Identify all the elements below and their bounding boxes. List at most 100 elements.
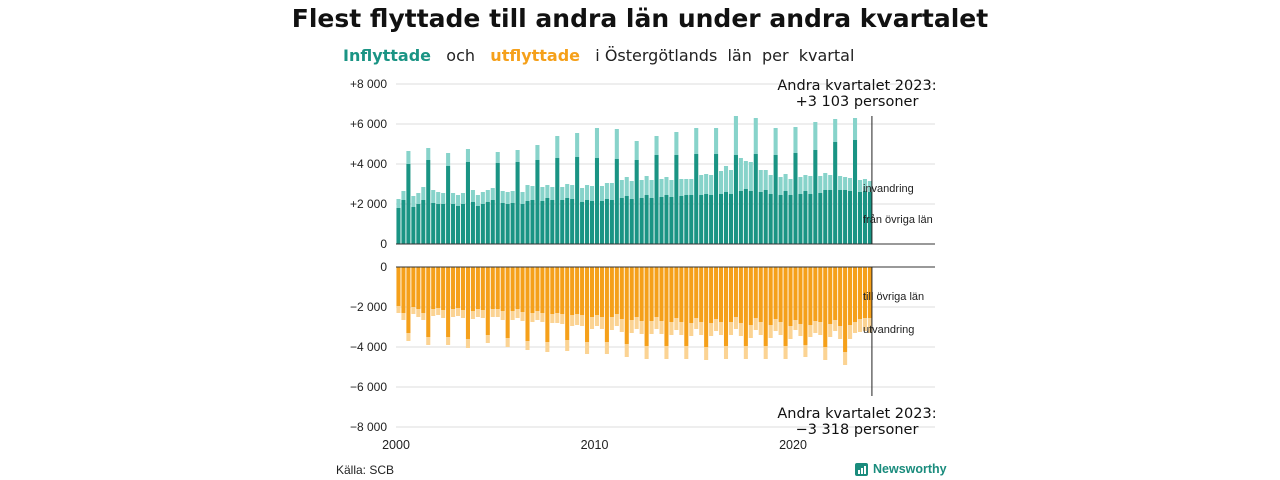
bar-fran-ovriga-lan — [733, 155, 738, 244]
bar-fran-ovriga-lan — [743, 189, 748, 244]
bar-invandring — [738, 158, 743, 191]
bar-fran-ovriga-lan — [589, 201, 595, 244]
bar-till-ovriga-lan — [480, 267, 485, 310]
bar-utvandring — [852, 322, 858, 333]
bar-utvandring — [659, 321, 664, 334]
y-tick-label-lower: −8 000 — [350, 420, 387, 434]
bar-invandring — [609, 183, 614, 200]
bar-fran-ovriga-lan — [619, 198, 624, 244]
bar-fran-ovriga-lan — [857, 192, 863, 244]
bar-till-ovriga-lan — [753, 267, 758, 318]
bar-fran-ovriga-lan — [500, 203, 505, 244]
bar-till-ovriga-lan — [525, 267, 530, 341]
bar-till-ovriga-lan — [624, 267, 629, 344]
bar-utvandring — [783, 346, 788, 359]
bar-utvandring — [510, 311, 515, 320]
bar-utvandring — [813, 321, 818, 333]
bar-invandring — [862, 179, 867, 191]
bar-utvandring — [555, 313, 560, 323]
bar-fran-ovriga-lan — [520, 204, 525, 244]
bar-utvandring — [614, 314, 619, 326]
bar-invandring — [743, 161, 748, 189]
bar-invandring — [480, 192, 485, 204]
bar-invandring — [396, 199, 401, 208]
bar-till-ovriga-lan — [436, 267, 441, 308]
bar-invandring — [758, 170, 763, 192]
bar-till-ovriga-lan — [778, 267, 783, 322]
bar-fran-ovriga-lan — [426, 160, 431, 244]
y-tick-label-lower: 0 — [380, 260, 387, 274]
bar-till-ovriga-lan — [669, 267, 674, 322]
bar-fran-ovriga-lan — [669, 197, 674, 244]
bar-fran-ovriga-lan — [654, 155, 659, 244]
y-tick-label-lower: −2 000 — [350, 300, 387, 314]
bar-fran-ovriga-lan — [475, 206, 480, 244]
y-tick-label-upper: +4 000 — [350, 157, 387, 171]
bar-invandring — [585, 185, 590, 200]
bar-utvandring — [455, 308, 461, 316]
series-label-utvandring: utvandring — [863, 324, 914, 336]
bar-fran-ovriga-lan — [748, 191, 753, 244]
bar-utvandring — [575, 314, 580, 325]
bar-till-ovriga-lan — [714, 267, 719, 319]
bar-till-ovriga-lan — [828, 267, 833, 324]
bar-invandring — [649, 180, 654, 198]
bar-utvandring — [470, 311, 475, 319]
bar-till-ovriga-lan — [570, 267, 575, 315]
bar-invandring — [719, 171, 724, 194]
bar-invandring — [763, 170, 768, 190]
bar-utvandring — [431, 309, 436, 316]
brand-name: Newsworthy — [873, 462, 947, 476]
bar-utvandring — [426, 337, 431, 345]
bar-utvandring — [669, 322, 674, 335]
bar-till-ovriga-lan — [505, 267, 510, 338]
bar-till-ovriga-lan — [798, 267, 803, 324]
bar-till-ovriga-lan — [654, 267, 659, 317]
bar-utvandring — [475, 309, 480, 317]
bar-till-ovriga-lan — [465, 267, 470, 339]
bar-fran-ovriga-lan — [753, 154, 758, 244]
bar-fran-ovriga-lan — [570, 199, 575, 244]
bar-fran-ovriga-lan — [515, 162, 520, 244]
bar-fran-ovriga-lan — [555, 158, 560, 244]
bar-invandring — [565, 184, 570, 198]
bar-utvandring — [411, 307, 416, 314]
bar-invandring — [783, 174, 788, 191]
bar-till-ovriga-lan — [773, 267, 778, 319]
bar-fran-ovriga-lan — [401, 200, 406, 244]
bar-fran-ovriga-lan — [674, 155, 679, 244]
bar-utvandring — [818, 322, 823, 335]
bar-invandring — [733, 116, 738, 155]
bar-utvandring — [436, 308, 441, 315]
bar-fran-ovriga-lan — [525, 201, 530, 244]
bar-utvandring — [505, 338, 510, 347]
bar-utvandring — [664, 346, 669, 359]
bar-fran-ovriga-lan — [714, 154, 719, 244]
bar-invandring — [530, 186, 535, 200]
bar-fran-ovriga-lan — [550, 200, 555, 244]
bar-fran-ovriga-lan — [455, 206, 461, 244]
bar-till-ovriga-lan — [644, 267, 649, 346]
bar-utvandring — [639, 321, 644, 334]
bar-invandring — [485, 190, 490, 202]
bar-invandring — [411, 196, 416, 207]
bar-till-ovriga-lan — [510, 267, 515, 311]
bar-till-ovriga-lan — [659, 267, 664, 321]
bar-till-ovriga-lan — [848, 267, 853, 325]
bar-till-ovriga-lan — [684, 267, 689, 346]
bar-utvandring — [768, 325, 773, 338]
bar-fran-ovriga-lan — [699, 195, 704, 244]
y-tick-label-upper: +6 000 — [350, 117, 387, 131]
bar-till-ovriga-lan — [550, 267, 555, 314]
bar-utvandring — [525, 341, 530, 350]
bar-till-ovriga-lan — [723, 267, 729, 346]
bar-utvandring — [500, 311, 505, 320]
bar-utvandring — [485, 335, 490, 343]
bar-fran-ovriga-lan — [867, 192, 872, 244]
bar-invandring — [560, 187, 565, 200]
bar-invandring — [624, 177, 629, 196]
bar-invandring — [510, 191, 515, 203]
bar-till-ovriga-lan — [838, 267, 843, 326]
bar-fran-ovriga-lan — [565, 198, 570, 244]
bar-fran-ovriga-lan — [679, 196, 684, 244]
